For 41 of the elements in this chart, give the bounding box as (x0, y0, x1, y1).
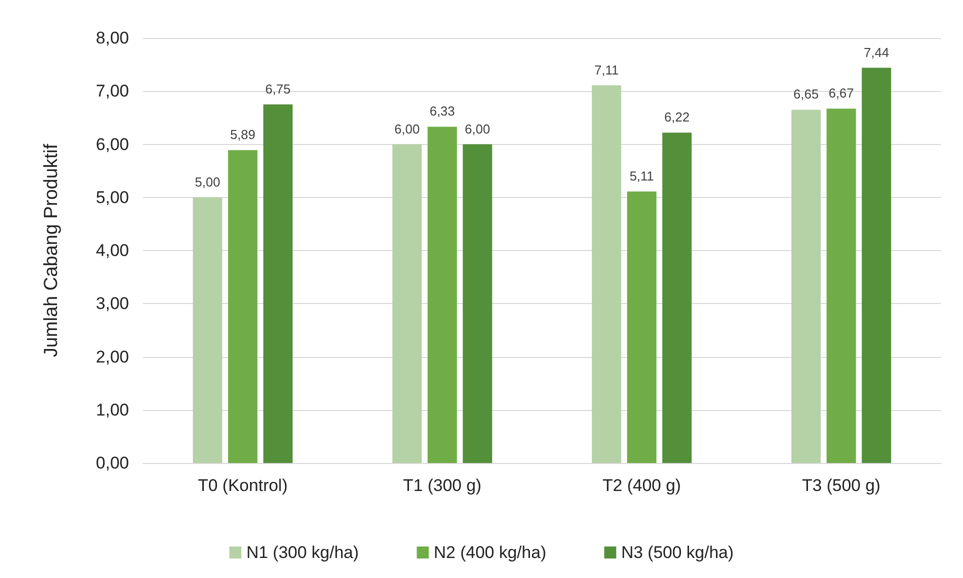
y-tick-label: 5,00 (96, 188, 129, 207)
data-label: 6,65 (793, 86, 819, 102)
x-tick-label: T2 (400 g) (602, 476, 681, 495)
data-label: 5,89 (230, 127, 256, 142)
y-tick-label: 8,00 (96, 28, 129, 48)
y-tick-label: 7,00 (96, 82, 129, 101)
data-label: 6,67 (828, 86, 854, 101)
bar (228, 150, 258, 463)
y-tick-label: 4,00 (96, 241, 129, 260)
y-tick-label: 0,00 (96, 454, 129, 472)
legend-label: N1 (300 kg/ha) (246, 543, 359, 562)
bar (791, 110, 821, 463)
legend-label: N3 (500 kg/ha) (621, 543, 734, 562)
data-label: 5,11 (630, 168, 654, 184)
data-label: 7,11 (594, 62, 619, 78)
data-label: 7,44 (864, 44, 890, 60)
bar (862, 68, 892, 463)
y-tick-label: 3,00 (96, 294, 129, 314)
legend-label: N2 (400 kg/ha) (434, 543, 546, 562)
data-label: 5,00 (194, 174, 220, 190)
x-tick-label: T1 (300 g) (403, 476, 482, 495)
x-tick-label: T3 (500 g) (802, 476, 880, 495)
bar (662, 132, 692, 463)
data-label: 6,00 (464, 121, 490, 136)
bar (192, 197, 222, 463)
y-tick-label: 6,00 (96, 134, 129, 154)
bar (462, 144, 492, 463)
y-tick-label: 2,00 (96, 347, 129, 366)
bar (263, 104, 293, 463)
bar (826, 108, 856, 463)
bar (392, 144, 422, 463)
data-label: 6,33 (430, 104, 455, 119)
bar (592, 85, 622, 463)
y-tick-label: 1,00 (96, 400, 129, 420)
data-label: 6,00 (394, 121, 420, 136)
bar (627, 192, 656, 463)
data-label: 6,75 (265, 81, 291, 96)
y-axis-title: Jumlah Cabang Produktif (41, 143, 62, 358)
x-tick-label: T0 (Kontrol) (198, 476, 288, 495)
data-label: 6,22 (664, 110, 690, 125)
bar (428, 126, 457, 463)
